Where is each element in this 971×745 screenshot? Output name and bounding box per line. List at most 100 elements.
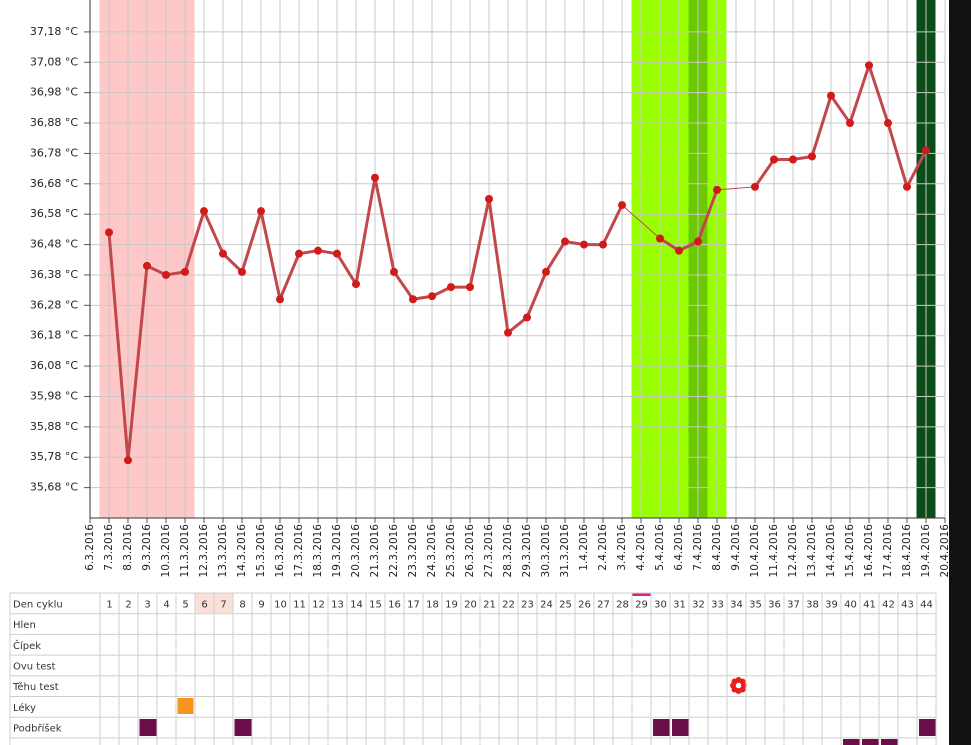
temperature-point bbox=[694, 237, 702, 246]
x-tick-label: 24.3.2016 bbox=[426, 524, 438, 578]
temperature-point bbox=[447, 283, 455, 292]
cycle-day: 10 bbox=[274, 599, 287, 610]
x-tick-label: 6.4.2016 bbox=[673, 524, 685, 571]
x-tick-label: 10.3.2016 bbox=[160, 524, 172, 578]
cycle-day: 24 bbox=[540, 599, 553, 610]
row-label: Ovu test bbox=[13, 661, 56, 672]
temperature-point bbox=[295, 249, 303, 258]
temperature-point bbox=[485, 194, 493, 203]
x-tick-label: 13.4.2016 bbox=[806, 524, 818, 578]
x-tick-label: 3.4.2016 bbox=[616, 524, 628, 571]
temperature-point bbox=[846, 119, 854, 128]
cycle-day: 21 bbox=[483, 599, 496, 610]
temperature-line bbox=[659, 189, 719, 253]
x-tick-label: 8.4.2016 bbox=[711, 524, 723, 571]
x-tick-label: 29.3.2016 bbox=[521, 524, 533, 578]
x-tick-label: 20.4.2016 bbox=[939, 524, 951, 578]
x-tick-label: 11.3.2016 bbox=[179, 524, 191, 578]
symptom-marker bbox=[653, 719, 670, 736]
y-tick-label: 36,38 °C bbox=[30, 268, 78, 281]
cycle-day: 35 bbox=[749, 599, 762, 610]
cycle-day: 26 bbox=[578, 599, 591, 610]
temperature-point bbox=[808, 152, 816, 161]
row-label: Léky bbox=[13, 702, 36, 714]
cycle-day: 16 bbox=[388, 599, 401, 610]
cycle-day: 7 bbox=[220, 599, 226, 610]
cycle-day: 36 bbox=[768, 599, 781, 610]
x-tick-label: 12.4.2016 bbox=[787, 524, 799, 578]
temperature-point bbox=[827, 91, 835, 100]
x-tick-label: 28.3.2016 bbox=[502, 524, 514, 578]
y-tick-label: 35,68 °C bbox=[30, 481, 78, 494]
cycle-day: 32 bbox=[692, 599, 705, 610]
temperature-point bbox=[789, 155, 797, 164]
temperature-point bbox=[675, 246, 683, 255]
x-tick-label: 13.3.2016 bbox=[217, 524, 229, 578]
cycle-day: 25 bbox=[559, 599, 572, 610]
x-tick-label: 18.4.2016 bbox=[901, 524, 913, 578]
x-tick-label: 16.4.2016 bbox=[863, 524, 875, 578]
cycle-day: 33 bbox=[711, 599, 724, 610]
x-tick-label: 2.4.2016 bbox=[597, 524, 609, 571]
temperature-point bbox=[865, 61, 873, 70]
x-tick-label: 9.4.2016 bbox=[730, 524, 742, 571]
temperature-point bbox=[884, 119, 892, 128]
cycle-day: 44 bbox=[920, 599, 933, 610]
cycle-day: 40 bbox=[844, 599, 857, 610]
x-tick-label: 20.3.2016 bbox=[350, 524, 362, 578]
temperature-point bbox=[200, 207, 208, 216]
cycle-day: 8 bbox=[239, 599, 245, 610]
temperature-point bbox=[713, 185, 721, 194]
temperature-point bbox=[238, 267, 246, 276]
y-tick-label: 36,08 °C bbox=[30, 359, 78, 372]
cycle-day: 42 bbox=[882, 599, 895, 610]
x-tick-label: 27.3.2016 bbox=[483, 524, 495, 578]
x-tick-label: 12.3.2016 bbox=[198, 524, 210, 578]
x-tick-label: 10.4.2016 bbox=[749, 524, 761, 578]
y-tick-label: 35,88 °C bbox=[30, 420, 78, 433]
temperature-line bbox=[753, 63, 928, 189]
cycle-day: 4 bbox=[163, 599, 169, 610]
cycle-day: 27 bbox=[597, 599, 610, 610]
y-tick-label: 36,78 °C bbox=[30, 146, 78, 159]
cycle-day: 23 bbox=[521, 599, 534, 610]
temperature-point bbox=[770, 155, 778, 164]
x-tick-label: 7.4.2016 bbox=[692, 524, 704, 571]
temperature-point bbox=[390, 267, 398, 276]
cycle-day: 43 bbox=[901, 599, 914, 610]
cycle-day: 28 bbox=[616, 599, 629, 610]
temperature-point bbox=[371, 173, 379, 182]
cycle-day: 3 bbox=[144, 599, 150, 610]
cycle-day: 22 bbox=[502, 599, 515, 610]
x-tick-label: 19.4.2016 bbox=[920, 524, 932, 578]
y-tick-label: 36,18 °C bbox=[30, 329, 78, 342]
temperature-point bbox=[466, 283, 474, 292]
cycle-day: 20 bbox=[464, 599, 477, 610]
row-label: Podbříšek bbox=[13, 723, 62, 735]
y-tick-label: 35,78 °C bbox=[30, 450, 78, 463]
x-tick-label: 6.3.2016 bbox=[84, 524, 96, 571]
x-tick-label: 17.4.2016 bbox=[882, 524, 894, 578]
symptom-marker bbox=[139, 719, 157, 736]
cycle-day: 31 bbox=[673, 599, 686, 610]
y-tick-label: 36,88 °C bbox=[30, 116, 78, 129]
symptom-marker bbox=[672, 719, 689, 736]
y-tick-label: 36,58 °C bbox=[30, 207, 78, 220]
cycle-day: 11 bbox=[293, 599, 306, 610]
cycle-day: 34 bbox=[730, 599, 743, 610]
temperature-point bbox=[922, 146, 930, 155]
y-tick-label: 36,48 °C bbox=[30, 238, 78, 251]
temperature-point bbox=[314, 246, 322, 255]
pregnancy-test-icon bbox=[730, 677, 747, 694]
cycle-day: 38 bbox=[806, 599, 819, 610]
x-tick-label: 4.4.2016 bbox=[635, 524, 647, 571]
x-tick-label: 17.3.2016 bbox=[293, 524, 305, 578]
y-tick-label: 36,98 °C bbox=[30, 86, 78, 99]
x-tick-label: 15.3.2016 bbox=[255, 524, 267, 578]
cycle-day: 41 bbox=[863, 599, 876, 610]
cycle-day: 29 bbox=[635, 599, 648, 610]
cycle-day: 19 bbox=[445, 599, 458, 610]
temperature-point bbox=[124, 456, 132, 465]
cycle-day: 14 bbox=[350, 599, 363, 610]
